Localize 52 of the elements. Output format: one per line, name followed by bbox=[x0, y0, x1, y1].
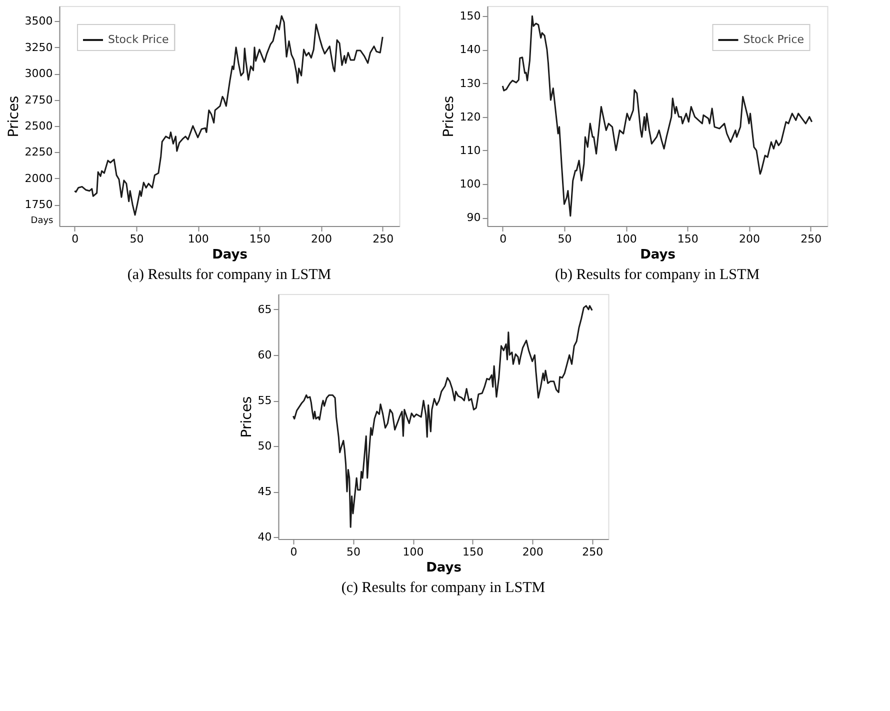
y-tick-label: 40 bbox=[258, 530, 272, 544]
x-tick-label: 100 bbox=[188, 232, 209, 246]
x-tick-label: 50 bbox=[130, 232, 144, 246]
y-tick-label: 150 bbox=[460, 10, 481, 23]
text: Days bbox=[212, 248, 248, 262]
x-tick-label: 200 bbox=[739, 232, 760, 246]
y-tick-label: 2250 bbox=[24, 146, 53, 159]
x-tick-label: 100 bbox=[616, 232, 637, 246]
x-tick-label: 0 bbox=[500, 232, 507, 246]
x-axis-title: Days bbox=[640, 248, 676, 262]
x-tick-label: 0 bbox=[72, 232, 79, 246]
legend-label: Stock Price bbox=[743, 33, 804, 46]
y-tick-label: 2500 bbox=[24, 119, 53, 132]
x-axis-title: Days bbox=[30, 216, 54, 226]
text: (c) Results for company in LSTM bbox=[341, 580, 546, 596]
x-tick-label: 50 bbox=[346, 546, 360, 558]
y-tick-label: 3000 bbox=[24, 67, 53, 80]
y-tick-label: 55 bbox=[258, 394, 272, 408]
y-tick-label: 50 bbox=[258, 440, 272, 453]
x-tick-label: 150 bbox=[677, 232, 698, 246]
x-tick-label: 250 bbox=[582, 546, 604, 558]
x-tick-label: 250 bbox=[372, 232, 394, 246]
y-tick-label: 45 bbox=[258, 485, 272, 498]
legend-label: Stock Price bbox=[108, 33, 170, 46]
y-tick-label: 100 bbox=[460, 178, 481, 191]
x-tick-label: 50 bbox=[558, 232, 572, 246]
line-series bbox=[502, 15, 813, 217]
line-series bbox=[292, 305, 593, 528]
y-tick-label: 65 bbox=[258, 302, 272, 316]
x-tick-label: 100 bbox=[402, 546, 424, 558]
y-tick-label: 90 bbox=[466, 211, 481, 224]
text: (a) Results for company in LSTM bbox=[127, 267, 332, 283]
x-tick-label: 200 bbox=[311, 232, 332, 246]
y-tick-label: 3250 bbox=[24, 40, 53, 54]
x-tick-label: 250 bbox=[800, 232, 822, 246]
text: (b) Results for company in LSTM bbox=[554, 267, 760, 283]
line-series bbox=[74, 15, 384, 216]
y-tick-label: 120 bbox=[460, 110, 481, 124]
y-axis-title: Prices bbox=[6, 96, 22, 138]
y-tick-label: 1750 bbox=[24, 198, 53, 212]
y-tick-label: 2750 bbox=[24, 93, 53, 106]
x-tick-label: 0 bbox=[290, 546, 298, 558]
y-tick-label: 2000 bbox=[24, 172, 53, 185]
y-tick-label: 140 bbox=[460, 43, 481, 56]
y-tick-label: 110 bbox=[460, 144, 481, 157]
y-tick-label: 3500 bbox=[24, 14, 53, 28]
x-tick-label: 200 bbox=[522, 546, 544, 558]
y-tick-label: 130 bbox=[460, 76, 481, 90]
y-axis-title: Prices bbox=[440, 96, 457, 138]
y-axis-title: Prices bbox=[238, 396, 255, 438]
x-axis-title: Days bbox=[426, 560, 462, 576]
y-tick-label: 60 bbox=[258, 348, 272, 362]
